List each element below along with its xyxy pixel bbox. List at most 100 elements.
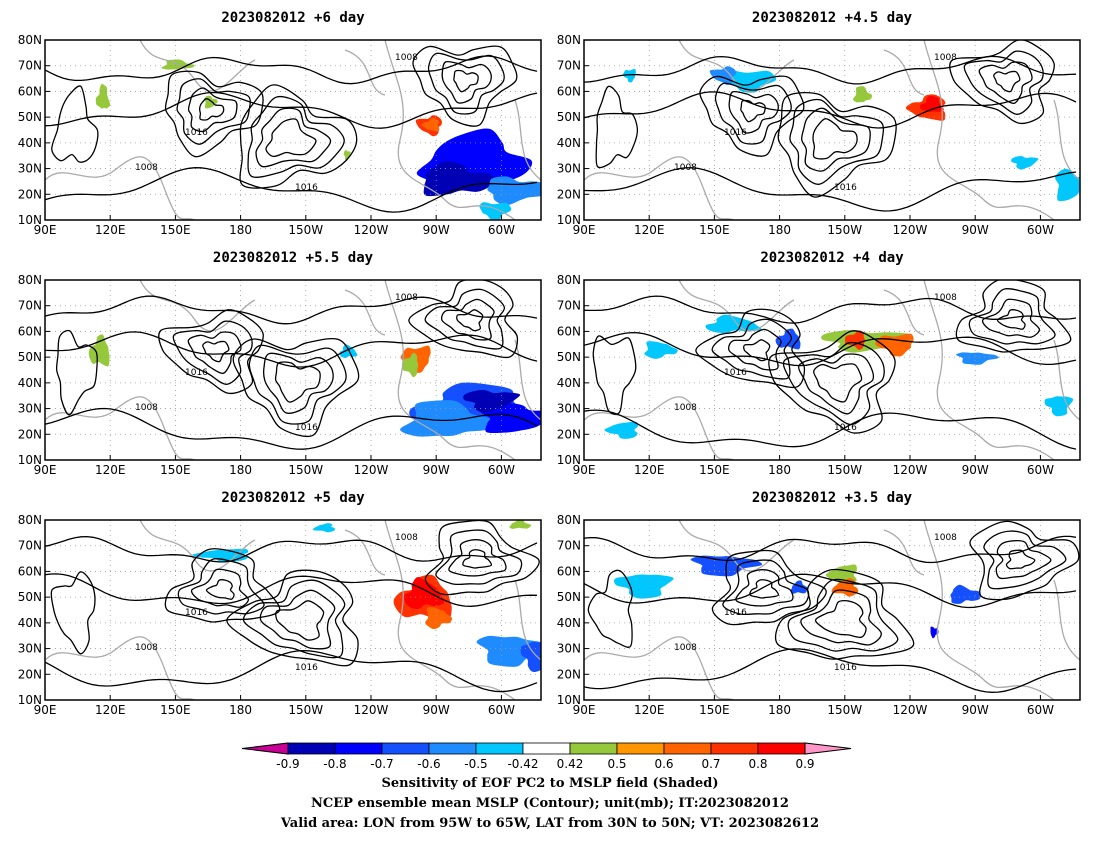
coastline <box>678 40 795 92</box>
lon-label: 150E <box>160 223 191 237</box>
lat-label: 40N <box>557 136 581 150</box>
mslp-contour <box>978 61 1033 104</box>
lat-label: 80N <box>557 273 581 287</box>
colorbar-label: 0.6 <box>654 757 673 771</box>
colorbar-box <box>475 742 524 755</box>
lat-label: 60N <box>557 564 581 578</box>
lat-label: 20N <box>557 427 581 441</box>
mslp-contour <box>711 318 793 380</box>
mslp-contour <box>749 579 780 599</box>
lat-label: 60N <box>557 84 581 98</box>
sensitivity-patch <box>479 202 512 220</box>
contour-label: 1008 <box>934 53 957 63</box>
mslp-contour <box>45 295 538 325</box>
colorbar-label: 0.42 <box>557 757 584 771</box>
lat-label: 70N <box>557 59 581 73</box>
map-frame <box>44 39 542 221</box>
coastline <box>45 156 196 220</box>
contour-label: 1016 <box>834 423 857 433</box>
mslp-contour <box>813 363 863 403</box>
coastline <box>923 40 1055 220</box>
lat-label: 10N <box>557 453 581 467</box>
mslp-contour <box>232 337 360 438</box>
contour-label: 1008 <box>934 293 957 303</box>
lon-label: 60W <box>488 223 515 237</box>
mslp-contour <box>427 52 505 115</box>
mslp-contour <box>239 84 358 189</box>
lat-label: 70N <box>18 539 42 553</box>
colorbar-box <box>287 742 336 755</box>
mslp-contour <box>255 107 332 168</box>
sensitivity-patch <box>723 70 777 93</box>
mslp-contour <box>424 288 506 350</box>
mslp-contour <box>955 280 1072 353</box>
mslp-contour <box>275 600 325 641</box>
sensitivity-patch <box>1055 168 1080 202</box>
mslp-contour <box>735 569 794 607</box>
lon-label: 90W <box>423 223 450 237</box>
mslp-contour <box>699 75 805 157</box>
map-frame <box>44 279 542 461</box>
mslp-contour <box>45 407 538 450</box>
sensitivity-patch <box>402 352 419 378</box>
mslp-contour <box>164 548 281 623</box>
coastline <box>139 520 256 572</box>
mslp-contour <box>176 78 251 145</box>
mslp-contour <box>996 309 1026 330</box>
sensitivity-patch <box>956 352 999 365</box>
lon-label: 120W <box>893 703 928 717</box>
mslp-contour <box>51 85 99 163</box>
lon-label: 120W <box>893 463 928 477</box>
mslp-contour <box>798 353 875 415</box>
mslp-contour <box>728 328 782 371</box>
colorbar-label: -0.6 <box>417 757 440 771</box>
contour-label: 1016 <box>834 663 857 673</box>
lat-label: 40N <box>18 616 42 630</box>
colorbar-box <box>569 742 618 755</box>
mslp-contour <box>45 649 538 693</box>
lon-label: 90W <box>962 463 989 477</box>
mslp-contour <box>584 295 1077 324</box>
map-frame <box>583 279 1081 461</box>
lat-label: 10N <box>557 693 581 707</box>
sensitivity-patch <box>343 149 351 162</box>
mslp-contour <box>158 309 264 395</box>
colorbar-label: -0.8 <box>323 757 346 771</box>
lat-label: 10N <box>18 693 42 707</box>
mslp-contour <box>172 320 253 385</box>
coastline <box>45 396 196 460</box>
contour-label: 1008 <box>674 163 697 173</box>
sensitivity-patch <box>312 523 336 533</box>
lon-label: 180 <box>229 223 252 237</box>
contour-label: 1016 <box>724 608 747 618</box>
contour-label: 1008 <box>135 163 158 173</box>
lon-label: 150E <box>160 703 191 717</box>
coastline <box>923 280 1055 460</box>
mslp-contour <box>969 520 1080 601</box>
lon-label: 120E <box>95 703 126 717</box>
lat-label: 80N <box>18 273 42 287</box>
lon-label: 150E <box>699 463 730 477</box>
colorbar-box <box>663 742 712 755</box>
lon-label: 120E <box>634 703 665 717</box>
lat-label: 30N <box>18 162 42 176</box>
colorbar-label: -0.7 <box>370 757 393 771</box>
contour-label: 1016 <box>834 183 857 193</box>
mslp-contour <box>45 167 538 213</box>
caption-line-2: NCEP ensemble mean MSLP (Contour); unit(… <box>311 796 789 811</box>
lon-label: 90E <box>34 223 57 237</box>
mslp-contour <box>814 600 867 639</box>
sensitivity-patch <box>400 400 496 437</box>
map-panel-6: 1016 1008 1016 1008 2023082012 +3.5 day 80N 70… <box>557 490 1081 717</box>
mslp-contour <box>695 308 806 389</box>
map-frame <box>583 39 1081 221</box>
panel-title: 2023082012 +5.5 day <box>213 250 374 266</box>
mslp-contour <box>800 589 882 646</box>
lon-label: 90E <box>573 703 596 717</box>
lat-label: 40N <box>18 136 42 150</box>
mslp-contour <box>968 288 1056 345</box>
caption-line-1: Sensitivity of EOF PC2 to MSLP field (Sh… <box>381 776 719 791</box>
mslp-contour <box>981 298 1041 338</box>
sensitivity-patch <box>1011 155 1039 170</box>
mslp-contour <box>247 95 345 178</box>
